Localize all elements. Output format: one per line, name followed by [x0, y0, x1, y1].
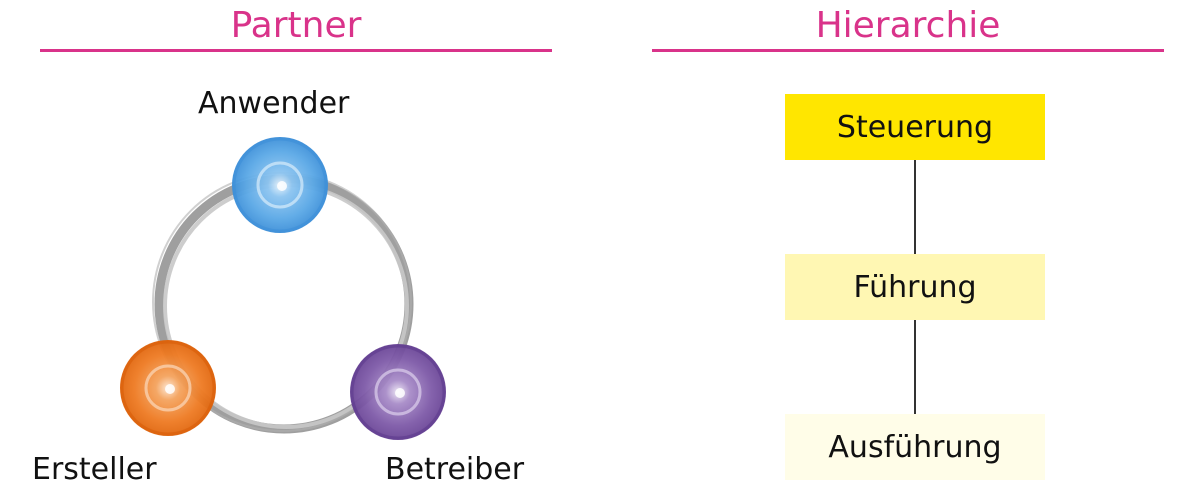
- hierarchy-connector: [914, 160, 916, 254]
- betreiber-label: Betreiber: [385, 452, 525, 487]
- hierarchy-box-fuehrung: Führung: [785, 254, 1045, 320]
- hierarchie-title-underline: [652, 49, 1164, 52]
- hierarchy-connector: [914, 320, 916, 414]
- hierarchie-title: Hierarchie: [815, 5, 1001, 46]
- hierarchy-box-ausfuehrung: Ausführung: [785, 414, 1045, 480]
- ersteller-node: [120, 340, 216, 436]
- betreiber-node: [350, 344, 446, 440]
- hierarchy-label-ausfuehrung: Ausführung: [828, 429, 1002, 465]
- hierarchy-label-fuehrung: Führung: [853, 269, 977, 305]
- hierarchy-label-steuerung: Steuerung: [836, 109, 994, 145]
- anwender-node: [232, 137, 328, 233]
- partner-title-underline: [40, 49, 552, 52]
- hierarchy-box-steuerung: Steuerung: [785, 94, 1045, 160]
- anwender-label: Anwender: [198, 86, 350, 121]
- ersteller-label: Ersteller: [32, 452, 157, 487]
- partner-title: Partner: [230, 5, 362, 46]
- partner-cycle-diagram: [120, 137, 446, 440]
